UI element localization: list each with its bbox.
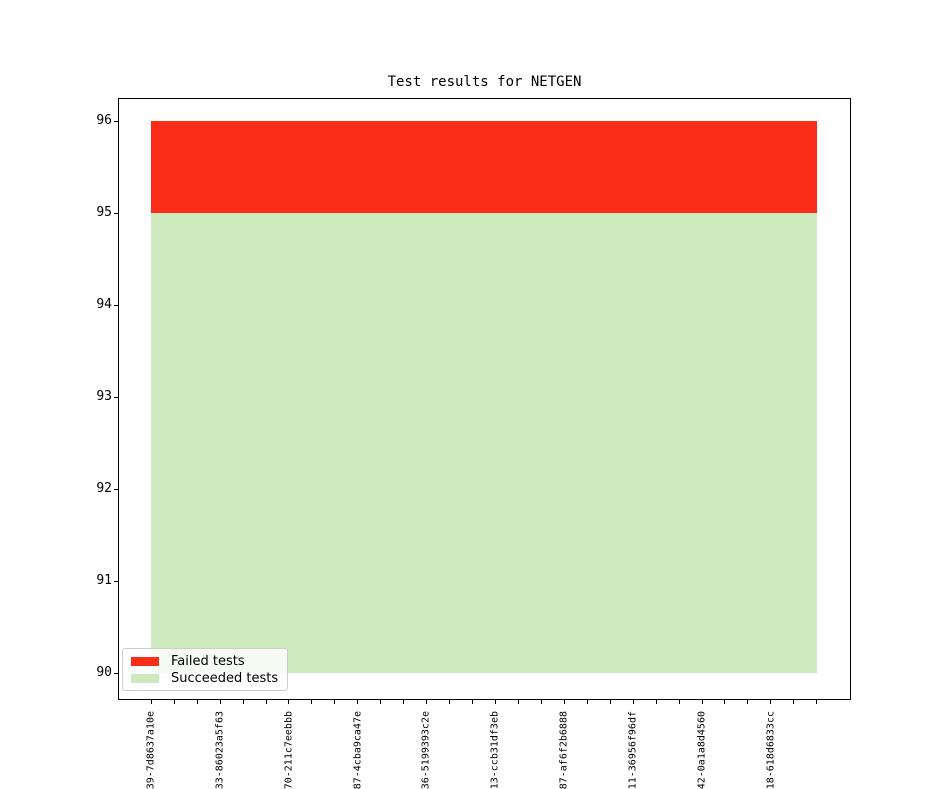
x-tick bbox=[311, 700, 313, 704]
x-tick bbox=[265, 700, 267, 704]
x-tick-label: 11-36956f96df bbox=[627, 711, 639, 789]
succeeded-area bbox=[151, 213, 817, 673]
x-tick bbox=[494, 700, 496, 704]
x-tick-label: 87-4cba9ca47e bbox=[351, 711, 363, 789]
legend: Failed tests Succeeded tests bbox=[122, 648, 288, 691]
x-tick bbox=[288, 700, 290, 704]
x-tick bbox=[609, 700, 611, 704]
plot-frame bbox=[118, 98, 851, 700]
legend-label-succeeded: Succeeded tests bbox=[171, 670, 279, 686]
x-tick-label: 36-5199393c2e bbox=[420, 711, 432, 789]
legend-item-succeeded: Succeeded tests bbox=[131, 670, 279, 686]
x-tick bbox=[380, 700, 382, 704]
x-tick bbox=[540, 700, 542, 704]
y-tick-label: 95 bbox=[96, 205, 112, 220]
x-tick-label: 87-af6f2b6888 bbox=[558, 711, 570, 789]
legend-swatch-succeeded-icon bbox=[131, 673, 159, 683]
x-tick bbox=[173, 700, 175, 704]
legend-label-failed: Failed tests bbox=[171, 653, 245, 669]
y-tick bbox=[114, 672, 118, 674]
x-tick bbox=[632, 700, 634, 704]
x-tick bbox=[426, 700, 428, 704]
y-tick bbox=[114, 396, 118, 398]
y-tick bbox=[114, 304, 118, 306]
y-tick bbox=[114, 580, 118, 582]
y-tick-label: 93 bbox=[96, 389, 112, 404]
y-tick bbox=[114, 212, 118, 214]
failed-area bbox=[151, 121, 817, 213]
x-tick bbox=[724, 700, 726, 704]
legend-swatch-failed-icon bbox=[131, 656, 159, 666]
legend-item-failed: Failed tests bbox=[131, 653, 279, 669]
x-tick-label: 42-0a1a8d4560 bbox=[696, 711, 708, 789]
x-tick-label: 70-211c7eebbb bbox=[282, 711, 294, 789]
x-tick bbox=[334, 700, 336, 704]
x-tick bbox=[150, 700, 152, 704]
x-tick-label: 33-86023a5f63 bbox=[214, 711, 226, 789]
x-tick bbox=[472, 700, 474, 704]
x-tick bbox=[747, 700, 749, 704]
x-tick bbox=[816, 700, 818, 704]
x-tick bbox=[655, 700, 657, 704]
x-tick bbox=[196, 700, 198, 704]
x-tick bbox=[586, 700, 588, 704]
y-tick-label: 96 bbox=[96, 113, 112, 128]
x-tick bbox=[701, 700, 703, 704]
x-tick bbox=[563, 700, 565, 704]
x-tick-label: 39-7d8637a10e bbox=[145, 711, 157, 789]
y-tick-label: 90 bbox=[96, 665, 112, 680]
x-tick bbox=[242, 700, 244, 704]
x-tick bbox=[403, 700, 405, 704]
x-tick bbox=[357, 700, 359, 704]
x-tick bbox=[219, 700, 221, 704]
chart-title: Test results for NETGEN bbox=[387, 74, 582, 90]
y-tick-label: 92 bbox=[96, 481, 112, 496]
y-tick bbox=[114, 120, 118, 122]
x-tick bbox=[770, 700, 772, 704]
x-tick bbox=[449, 700, 451, 704]
x-tick bbox=[678, 700, 680, 704]
x-tick bbox=[517, 700, 519, 704]
x-tick-label: 13-ccb31df3eb bbox=[489, 711, 501, 789]
y-tick bbox=[114, 488, 118, 490]
y-tick-label: 91 bbox=[96, 573, 112, 588]
y-tick-label: 94 bbox=[96, 297, 112, 312]
x-tick-label: 18-618d6833cc bbox=[764, 711, 776, 789]
x-tick bbox=[793, 700, 795, 704]
